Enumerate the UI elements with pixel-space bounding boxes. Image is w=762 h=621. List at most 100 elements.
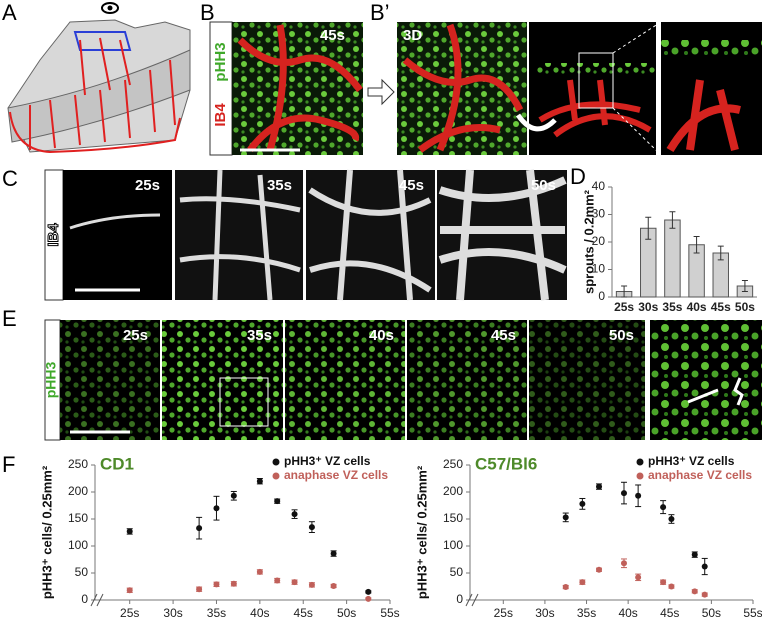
x-tick-label: 30s [535, 606, 554, 620]
point [660, 579, 667, 586]
x-tick-label: 55s [380, 606, 399, 620]
stain-label: IB4 [212, 103, 229, 127]
legend-marker [272, 458, 280, 466]
micrographs-c [63, 169, 567, 301]
y-tick-label: 0 [81, 592, 88, 606]
vessels [237, 24, 363, 153]
y-tick-label: 100 [443, 538, 463, 552]
y-tick-label: 0 [598, 289, 605, 303]
y-tick-label: 0 [456, 592, 463, 606]
point [691, 588, 698, 595]
nuclei-layer [661, 40, 762, 58]
point [230, 492, 237, 499]
point [668, 583, 675, 590]
panel-label: B [200, 0, 215, 25]
point [330, 550, 337, 557]
x-tick-label: 45s [294, 606, 313, 620]
micrographs-e [60, 320, 762, 440]
arrow [367, 78, 395, 106]
x-tick-label: 30s [163, 606, 182, 620]
panel-label: A [2, 0, 17, 25]
point [620, 490, 627, 497]
point [579, 500, 586, 507]
point [562, 584, 569, 591]
micrograph-3d [529, 22, 656, 155]
point [635, 492, 642, 499]
y-tick-label: 250 [68, 457, 88, 471]
legend-marker [272, 472, 280, 480]
point [126, 587, 133, 594]
label-strip [209, 21, 233, 156]
point [230, 580, 237, 587]
zoom-box [578, 52, 614, 109]
panel-label: C [2, 166, 18, 191]
axis-break [90, 593, 104, 607]
time-label: 40s [369, 327, 394, 344]
legend-marker [636, 458, 644, 466]
zoom-line [612, 107, 662, 156]
point [701, 591, 708, 598]
vessels [666, 79, 741, 153]
legend-label: anaphase VZ cells [284, 468, 388, 482]
y-tick-label: 10 [592, 262, 606, 276]
point [291, 579, 298, 586]
legend-label: pHH3⁺ VZ cells [284, 454, 371, 468]
point [274, 498, 281, 505]
axis-break [465, 593, 479, 607]
vessels [402, 23, 524, 153]
point [562, 514, 569, 521]
x-tick-label: 25s [494, 606, 513, 620]
y-axis-label: sprouts / 0.2mm² [581, 189, 596, 294]
x-tick-label: 45s [660, 606, 679, 620]
time-label: 45s [320, 27, 345, 44]
point [291, 511, 298, 518]
point [196, 525, 203, 532]
y-tick-label: 200 [68, 484, 88, 498]
y-axis-label: pHH3⁺ cells/ 0.25mm² [414, 465, 429, 599]
point [256, 568, 263, 575]
point [596, 483, 603, 490]
y-tick-label: 200 [443, 484, 463, 498]
point [330, 582, 337, 589]
point [668, 516, 675, 522]
point [365, 595, 372, 602]
point [274, 577, 281, 584]
time-label: 25s [123, 327, 148, 344]
point [213, 505, 220, 512]
y-tick-label: 250 [443, 457, 463, 471]
x-tick-label: 50s [702, 606, 721, 620]
x-tick-label: 25s [614, 300, 634, 314]
panel-label: F [2, 452, 15, 477]
y-tick-label: 150 [443, 511, 463, 525]
legend-marker [636, 472, 644, 480]
x-tick-label: 45s [711, 300, 731, 314]
y-tick-label: 50 [450, 565, 464, 579]
point [213, 581, 220, 588]
point [660, 504, 667, 511]
point [579, 579, 586, 586]
point [701, 563, 708, 570]
chart-title: CD1 [100, 454, 134, 473]
legend-label: pHH3⁺ VZ cells [648, 454, 735, 468]
x-tick-label: 30s [638, 300, 658, 314]
stain-label: pHH3 [43, 362, 59, 399]
point [691, 551, 698, 558]
time-label: 45s [491, 327, 516, 344]
panel-label: D [570, 164, 586, 189]
view-label: 3D [403, 27, 422, 44]
y-tick-label: 50 [75, 565, 89, 579]
time-label: 25s [135, 177, 160, 194]
y-axis-label: pHH3⁺ cells/ 0.25mm² [39, 465, 54, 599]
point [308, 524, 315, 531]
micrograph-nuclei [232, 22, 363, 155]
y-tick-label: 150 [68, 511, 88, 525]
x-tick-label: 35s [577, 606, 596, 620]
point [620, 560, 627, 567]
point [256, 478, 263, 485]
time-label: 50s [531, 177, 556, 194]
x-tick-label: 40s [687, 300, 707, 314]
stain-label: pHH3 [212, 42, 229, 81]
x-tick-label: 55s [743, 606, 762, 620]
point [635, 574, 642, 581]
x-tick-label: 50s [735, 300, 755, 314]
